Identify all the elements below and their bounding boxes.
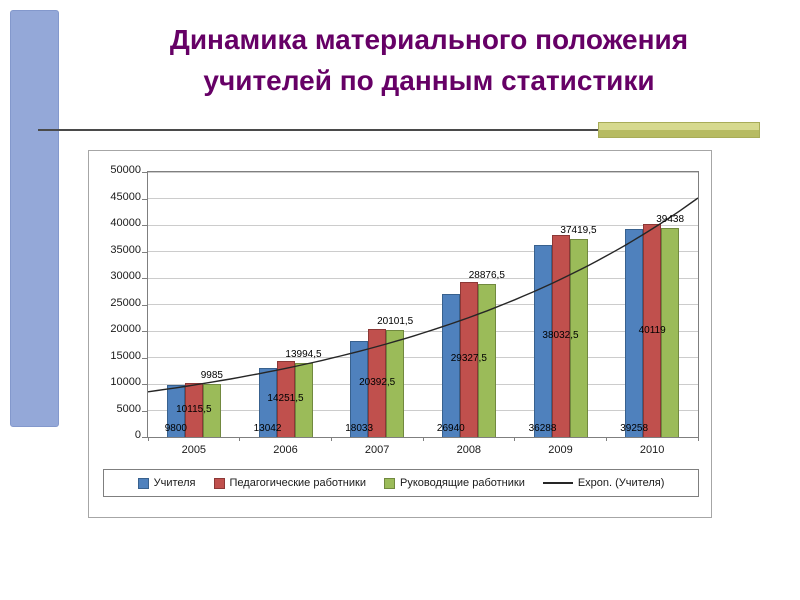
slide-title: Динамика материального положения учителе…	[66, 20, 792, 101]
bar-label-managerial-workers: 13994,5	[285, 348, 322, 360]
gridline	[148, 304, 698, 305]
x-axis-label: 2010	[639, 444, 665, 456]
y-axis-label: 30000	[110, 270, 141, 282]
bar-label-managerial-workers: 37419,5	[560, 224, 597, 236]
x-axis-tick	[239, 437, 241, 441]
gridline	[148, 410, 698, 411]
legend-item-teachers: Учителя	[137, 477, 196, 489]
y-axis-label: 35000	[110, 243, 141, 256]
legend-label-pedagogical-workers: Педагогические работники	[229, 477, 366, 489]
legend-swatch-managerial-workers	[383, 477, 395, 489]
legend-label-teachers: Учителя	[153, 477, 196, 489]
gridline	[148, 224, 698, 226]
legend-item-managerial-workers: Руководящие работники	[383, 477, 525, 489]
y-axis-tick	[142, 384, 147, 385]
bar-teachers	[441, 294, 460, 437]
y-axis-tick	[142, 437, 147, 438]
y-axis-tick	[142, 331, 147, 332]
gridline	[148, 251, 698, 252]
y-axis-label: 50000	[110, 164, 141, 176]
y-axis-tick	[142, 172, 147, 173]
y-axis-label: 45000	[110, 190, 141, 203]
y-axis-tick	[142, 198, 147, 200]
gridline	[148, 277, 698, 279]
bar-label-managerial-workers: 39438	[656, 213, 685, 225]
y-axis-label: 10000	[110, 376, 141, 388]
gridline	[148, 330, 698, 332]
y-axis-label: 5000	[116, 402, 141, 415]
bar-label-pedagogical-workers: 29327,5	[450, 353, 487, 365]
x-axis-tick	[605, 437, 607, 441]
x-axis-tick	[147, 437, 149, 441]
y-axis-label: 20000	[110, 323, 141, 335]
y-axis-tick	[142, 357, 147, 359]
x-axis-label: 2006	[273, 444, 298, 456]
slide-title-line2: учителей по данным статистики	[203, 64, 655, 96]
slide-title-line1: Динамика материального положения	[169, 24, 689, 55]
y-axis-tick	[142, 304, 147, 306]
x-axis-tick	[330, 437, 332, 441]
y-axis-label: 25000	[110, 296, 141, 309]
y-axis-tick	[142, 225, 147, 226]
legend-label-trendline: Expon. (Учителя)	[577, 477, 665, 489]
legend-swatch-pedagogical-workers	[213, 477, 225, 489]
bar-label-pedagogical-workers: 20392,5	[359, 376, 396, 388]
bar-label-teachers: 39258	[620, 423, 649, 434]
bar-label-teachers: 18033	[345, 423, 374, 434]
bar-label-managerial-workers: 9985	[200, 370, 223, 382]
bar-label-pedagogical-workers: 14251,5	[267, 393, 304, 405]
y-axis-label: 40000	[110, 217, 141, 229]
plot-area: 2005 2006 2007 2008 2009 2010 9800 13042 18033 26…	[142, 171, 699, 456]
gridline	[148, 357, 698, 358]
x-axis-tick	[697, 437, 699, 441]
legend-swatch-teachers	[137, 477, 149, 489]
y-axis-label: 15000	[110, 349, 141, 362]
trendline-icon	[542, 482, 573, 484]
bar-label-pedagogical-workers: 10115,5	[176, 404, 212, 416]
x-axis-label: 2008	[456, 444, 482, 456]
x-axis-label: 2005	[181, 444, 207, 456]
y-axis-tick	[142, 251, 147, 253]
y-axis-tick	[142, 410, 147, 412]
legend-item-trendline: Expon. (Учителя)	[542, 477, 665, 489]
x-axis-tick	[422, 437, 424, 441]
bar-label-teachers: 9800	[164, 423, 187, 434]
x-axis-label: 2009	[548, 444, 573, 456]
legend-label-managerial-workers: Руководящие работники	[399, 477, 525, 489]
bar-label-teachers: 13042	[253, 423, 282, 434]
left-accent-band	[10, 10, 59, 427]
gridline	[148, 383, 698, 385]
chart-panel: 2005 2006 2007 2008 2009 2010 9800 13042 18033 26…	[88, 150, 712, 518]
legend-item-pedagogical-workers: Педагогические работники	[213, 477, 366, 489]
x-axis-label: 2007	[364, 444, 390, 456]
bar-label-pedagogical-workers: 40119	[638, 324, 666, 336]
bar-label-managerial-workers: 28876,5	[468, 269, 505, 281]
y-axis-label: 0	[134, 429, 141, 441]
bar-label-teachers: 26940	[436, 423, 465, 434]
bar-label-managerial-workers: 20101,5	[377, 316, 414, 328]
bar-label-pedagogical-workers: 38032,5	[542, 330, 579, 342]
x-axis-tick	[514, 437, 516, 441]
title-divider-line	[38, 129, 758, 131]
bar-label-teachers: 36288	[528, 423, 557, 434]
title-divider-accent	[598, 122, 760, 138]
y-axis-tick	[142, 278, 147, 279]
gridline	[148, 198, 698, 199]
chart-legend: Учителя Педагогические работники Руководящ…	[103, 469, 699, 497]
gridline	[148, 171, 698, 173]
